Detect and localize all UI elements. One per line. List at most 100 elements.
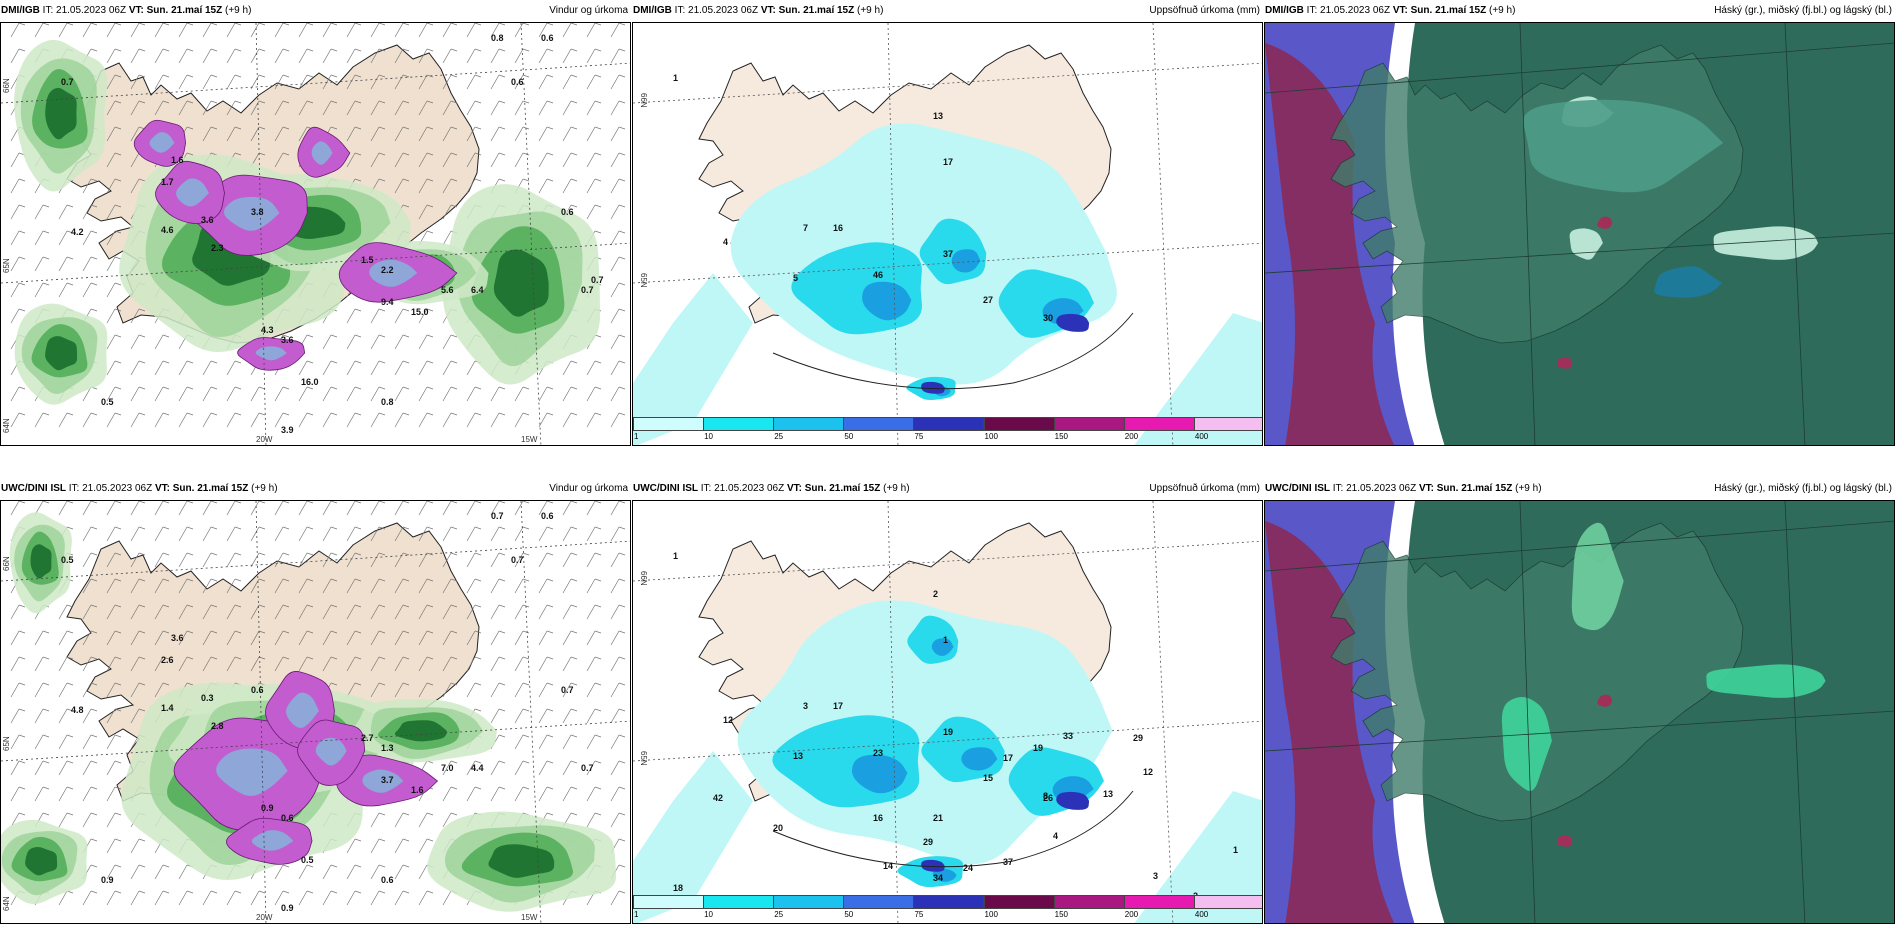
- contour-label: 12: [1143, 767, 1153, 777]
- wind-barb: [610, 230, 626, 246]
- precip-area-heavy: [862, 281, 912, 321]
- wind-barb: [586, 552, 602, 568]
- wind-barb: [394, 126, 410, 142]
- wind-barb: [610, 334, 626, 350]
- wind-barb: [610, 734, 626, 750]
- wind-barb: [10, 204, 26, 220]
- forecast-step: (+9 h): [225, 5, 252, 16]
- wind-barb: [226, 126, 242, 142]
- wind-barb: [82, 552, 98, 568]
- wind-barb: [610, 501, 626, 516]
- wind-barb: [298, 552, 314, 568]
- init-time: IT: 21.05.2023 06Z: [42, 5, 127, 16]
- contour-label: 2.7: [361, 733, 374, 743]
- wind-barb: [418, 334, 434, 350]
- contour-label: 3.6: [201, 215, 214, 225]
- wind-barb: [202, 604, 218, 620]
- high-cloud-area: [1265, 43, 1395, 445]
- wind-barb: [514, 552, 530, 568]
- contour-label: 33: [1063, 731, 1073, 741]
- wind-barb: [58, 412, 74, 428]
- longitude-line: [1152, 23, 1174, 445]
- wind-barb: [106, 812, 122, 828]
- latitude-line: [633, 242, 1262, 284]
- wind-barb: [562, 74, 578, 90]
- wind-barb: [226, 74, 242, 90]
- wind-barb: [466, 74, 482, 90]
- wind-barb: [562, 100, 578, 116]
- wind-barb: [322, 23, 338, 38]
- wind-barb: [58, 630, 74, 646]
- wind-barb: [394, 578, 410, 594]
- wind-barb: [418, 126, 434, 142]
- contour-label: 0.7: [581, 285, 594, 295]
- wind-barb: [370, 386, 386, 402]
- wind-barb: [34, 204, 50, 220]
- colorbar-swatch: [633, 895, 704, 909]
- wind-barb: [58, 204, 74, 220]
- wind-barb: [562, 786, 578, 802]
- wind-barb: [370, 864, 386, 880]
- wind-barb: [274, 604, 290, 620]
- wind-barb: [466, 386, 482, 402]
- forecast-step: (+9 h): [1515, 483, 1542, 494]
- latitude-line: [633, 62, 1262, 104]
- contour-label: 0.9: [101, 875, 114, 885]
- contour-label: 3.9: [281, 425, 294, 435]
- wind-barb: [466, 656, 482, 672]
- wind-barb: [442, 630, 458, 646]
- colorbar-swatch: [1193, 895, 1262, 909]
- wind-barb: [106, 152, 122, 168]
- contour-label: 0.7: [591, 275, 604, 285]
- wind-barb: [442, 412, 458, 428]
- wind-barb: [586, 152, 602, 168]
- forecast-step: (+9 h): [883, 483, 910, 494]
- colorbar-tick-label: 10: [704, 432, 714, 441]
- wind-barb: [442, 578, 458, 594]
- wind-barb: [394, 630, 410, 646]
- wind-barb: [538, 552, 554, 568]
- wind-barb: [586, 74, 602, 90]
- wind-barb: [586, 204, 602, 220]
- wind-barb: [250, 386, 266, 402]
- wind-barb: [346, 604, 362, 620]
- graticule-label: 15W: [521, 435, 538, 444]
- wind-barb: [226, 360, 242, 376]
- wind-barb: [10, 786, 26, 802]
- graticule-label: 65N: [639, 751, 648, 766]
- graticule-label: 65N: [2, 736, 11, 751]
- wind-barb: [562, 552, 578, 568]
- wind-barb: [154, 890, 170, 906]
- latitude-line: [1, 242, 630, 284]
- wind-barb: [514, 786, 530, 802]
- wind-barb: [154, 100, 170, 116]
- wind-barb: [82, 23, 98, 38]
- wind-barb: [514, 656, 530, 672]
- wind-barb: [10, 501, 26, 516]
- wind-barb: [466, 48, 482, 64]
- wind-barb: [442, 360, 458, 376]
- colorbar-tick-label: 200: [1124, 432, 1139, 441]
- wind-barb: [226, 412, 242, 428]
- precip-area-veryheavy: [1056, 791, 1090, 810]
- wind-barb: [370, 412, 386, 428]
- contour-label: 1: [943, 635, 948, 645]
- wind-barb: [466, 501, 482, 516]
- wind-barb: [346, 23, 362, 38]
- contour-label: 3.8: [251, 207, 264, 217]
- wind-barb: [58, 501, 74, 516]
- wind-barb: [298, 578, 314, 594]
- wind-barb: [130, 501, 146, 516]
- wind-barb: [322, 48, 338, 64]
- wind-barb: [10, 682, 26, 698]
- wind-barb: [322, 74, 338, 90]
- very-heavy-precip-area: [285, 692, 319, 728]
- wind-barb: [610, 552, 626, 568]
- wind-barb: [322, 501, 338, 516]
- wind-barb: [250, 552, 266, 568]
- wind-barb: [322, 552, 338, 568]
- wind-barb: [154, 48, 170, 64]
- wind-barb: [82, 630, 98, 646]
- contour-label: 7.0: [441, 763, 454, 773]
- wind-barb: [442, 760, 458, 776]
